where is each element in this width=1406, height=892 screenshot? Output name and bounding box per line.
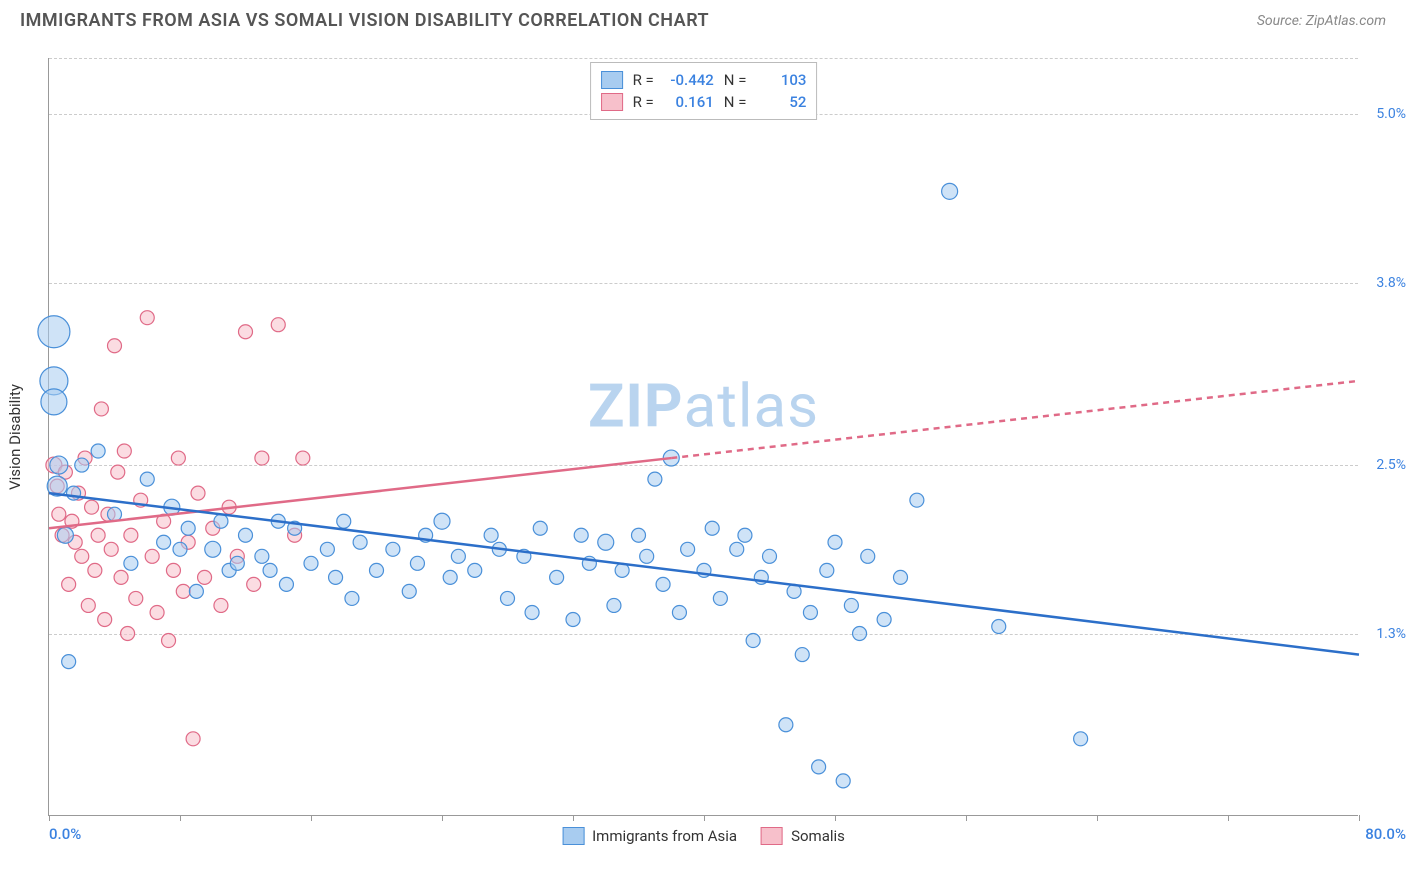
legend-item-somali: Somalis [761, 827, 845, 845]
legend-item-asia: Immigrants from Asia [562, 827, 737, 845]
swatch-somali-icon [761, 827, 783, 845]
chart-title: IMMIGRANTS FROM ASIA VS SOMALI VISION DI… [20, 10, 709, 31]
y-tick-label: 5.0% [1362, 106, 1406, 122]
swatch-somali [601, 93, 623, 111]
legend-row-somali: R = 0.161 N = 52 [601, 91, 807, 113]
correlation-legend: R = -0.442 N = 103 R = 0.161 N = 52 [590, 62, 818, 120]
legend-row-asia: R = -0.442 N = 103 [601, 69, 807, 91]
n-value-somali: 52 [756, 93, 806, 111]
r-value-somali: 0.161 [664, 93, 714, 111]
x-axis-min-label: 0.0% [49, 825, 81, 843]
legend-label-somali: Somalis [791, 827, 845, 845]
n-label: N = [724, 71, 747, 89]
y-axis-title: Vision Disability [6, 384, 24, 490]
source-label: Source: ZipAtlas.com [1257, 13, 1386, 29]
y-tick-label: 1.3% [1362, 626, 1406, 642]
swatch-asia [601, 71, 623, 89]
r-value-asia: -0.442 [664, 71, 714, 89]
r-label: R = [633, 71, 654, 89]
chart-plot-area: Vision Disability 1.3%2.5%3.8%5.0% 0.0% … [48, 58, 1358, 816]
y-tick-label: 3.8% [1362, 275, 1406, 291]
n-label: N = [724, 93, 747, 111]
scatter-svg [49, 58, 1358, 815]
x-axis-max-label: 80.0% [1365, 825, 1406, 843]
r-label: R = [633, 93, 654, 111]
y-tick-label: 2.5% [1362, 457, 1406, 473]
swatch-asia-icon [562, 827, 584, 845]
n-value-asia: 103 [756, 71, 806, 89]
series-legend: Immigrants from Asia Somalis [562, 827, 845, 845]
legend-label-asia: Immigrants from Asia [592, 827, 737, 845]
